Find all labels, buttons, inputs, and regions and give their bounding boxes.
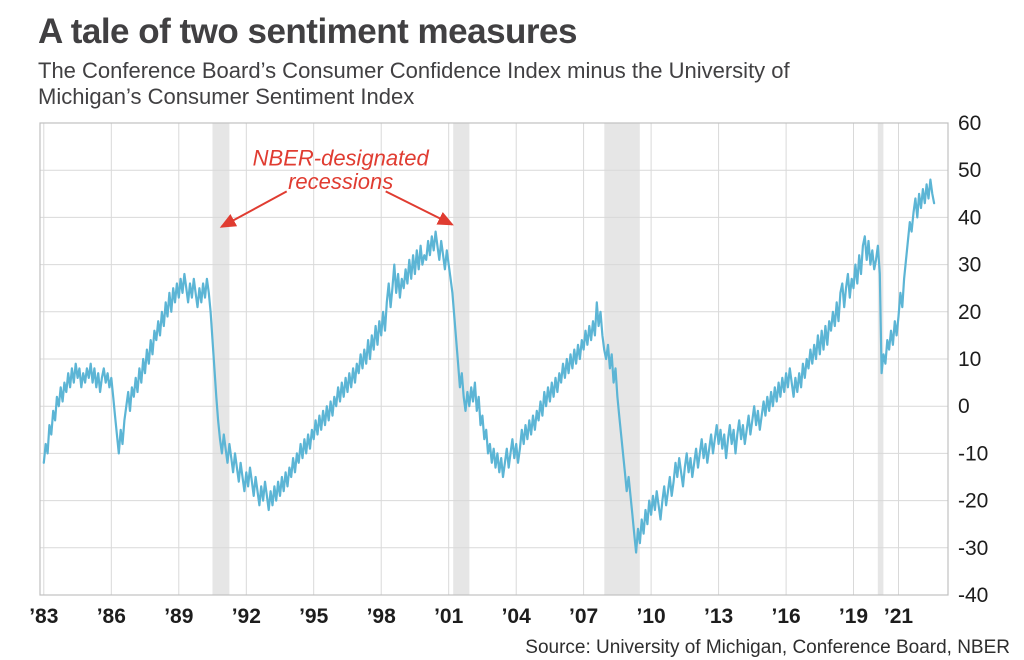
chart-subtitle-line1: The Conference Board’s Consumer Confiden… [38, 58, 790, 83]
x-tick-label: ’19 [839, 605, 868, 628]
x-tick-label: ’04 [502, 605, 532, 628]
x-tick-label: ’89 [164, 605, 193, 628]
y-tick-label: 30 [958, 253, 981, 276]
x-tick-label: ’21 [884, 605, 914, 628]
x-tick-label: ’92 [232, 605, 261, 628]
chart-subtitle-line2: Michigan’s Consumer Sentiment Index [38, 84, 415, 110]
chart-subtitle: The Conference Board’s Consumer Confiden… [38, 58, 1008, 111]
x-tick-label: ’95 [299, 605, 329, 628]
y-tick-label: 10 [958, 348, 981, 371]
x-tick-label: ’13 [704, 605, 733, 628]
y-tick-label: 20 [958, 301, 981, 324]
x-tick-label: ’16 [771, 605, 800, 628]
series-line [42, 178, 936, 554]
x-tick-label: ’83 [29, 605, 58, 628]
y-tick-label: -10 [958, 442, 988, 465]
y-tick-label: 60 [958, 113, 981, 135]
y-tick-label: -20 [958, 489, 988, 512]
annotation-arrow [385, 190, 454, 226]
y-tick-label: 0 [958, 395, 970, 418]
x-tick-label: ’01 [434, 605, 464, 628]
y-tick-label: 50 [958, 159, 981, 182]
x-tick-label: ’07 [569, 605, 598, 628]
x-tick-label: ’86 [97, 605, 126, 628]
line-chart: 60 50 40 30 20 10 0 -10 -20 -30 -40 ’83 ’86 ’89 ’92 ’95… [0, 112, 1024, 633]
y-tick-label: -40 [958, 584, 988, 607]
annotation-text-line2: recessions [288, 169, 393, 194]
chart-title: A tale of two sentiment measures [38, 12, 577, 51]
y-tick-label: 40 [958, 206, 981, 229]
annotation-arrow [219, 190, 288, 228]
y-tick-label: -30 [958, 537, 988, 560]
annotation-text-line1: NBER-designated [253, 145, 430, 170]
plot-border [39, 122, 949, 596]
chart-canvas: 60 50 40 30 20 10 0 -10 -20 -30 -40 ’83 ’86 ’89 ’92 ’95… [29, 112, 988, 628]
x-tick-label: ’10 [636, 605, 665, 628]
source-note: Source: University of Michigan, Conferen… [525, 636, 1010, 658]
chart-header: A tale of two sentiment measures The Con… [0, 0, 1024, 111]
x-tick-label: ’98 [367, 605, 397, 628]
